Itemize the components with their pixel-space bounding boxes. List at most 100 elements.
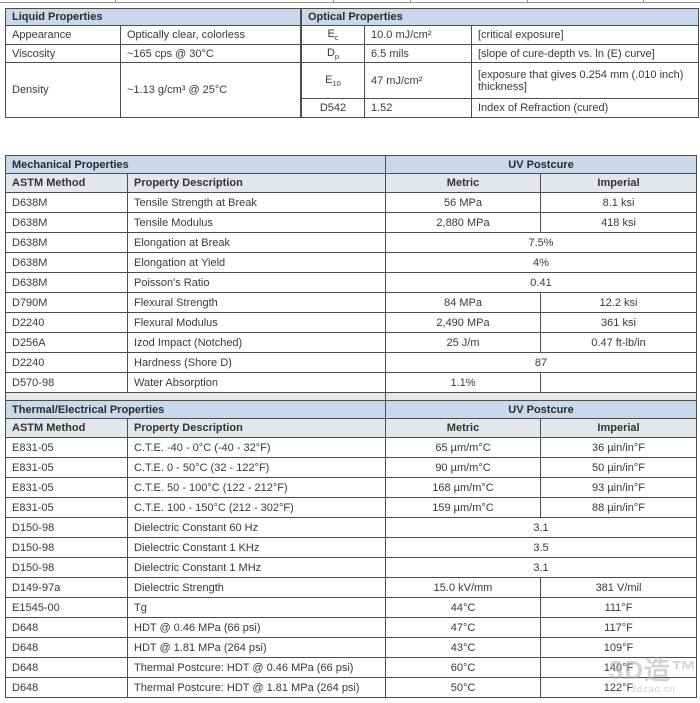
thermal-column-headers: ASTM Method Property Description Metric Imp… [5, 418, 697, 438]
liquid-property-label: Viscosity [5, 44, 121, 63]
property-row: D570-98 Water Absorption 1.1% [5, 372, 697, 393]
liquid-property-value: ~165 cps @ 30°C [120, 44, 301, 63]
astm-method: E831-05 [5, 437, 128, 458]
astm-method: D638M [5, 232, 128, 253]
uv-postcure-header: UV Postcure [385, 400, 697, 419]
astm-method: E1545-00 [5, 597, 128, 618]
property-row: D256A Izod Impact (Notched) 25 J/m 0.47 ft-… [5, 332, 697, 353]
property-row: D790M Flexural Strength 84 MPa 12.2 ksi [5, 292, 697, 313]
property-row: D150-98 Dielectric Constant 1 MHz 3.1 [5, 557, 697, 578]
astm-method: D256A [5, 332, 128, 353]
property-row: D648 Thermal Postcure: HDT @ 0.46 MPa (66… [5, 657, 697, 678]
astm-method: D150-98 [5, 557, 128, 578]
metric-value: 47°C [385, 617, 541, 638]
optical-properties-table: Optical Properties Ec 10.0 mJ/cm² [critica… [301, 8, 699, 118]
spacer-cell [385, 392, 697, 401]
column-header-description: Property Description [127, 173, 386, 193]
property-row: D2240 Hardness (Shore D) 87 [5, 352, 697, 373]
metric-value: 1.1% [385, 372, 541, 393]
optical-row: D542 1.52 Index of Refraction (cured) [301, 98, 699, 118]
metric-value: 2,880 MPa [385, 212, 541, 233]
property-row: D638M Tensile Strength at Break 56 MPa 8.1 … [5, 192, 697, 213]
optical-description: [slope of cure-depth vs. ln (E) curve] [471, 44, 699, 63]
metric-value: 56 MPa [385, 192, 541, 213]
liquid-properties-table: Liquid Properties Appearance Optically cl… [5, 8, 301, 118]
property-row: E831-05 C.T.E. 100 - 150°C (212 - 302°F) 1… [5, 497, 697, 518]
property-description: C.T.E. -40 - 0°C (-40 - 32°F) [127, 437, 386, 458]
imperial-value: 109°F [540, 637, 697, 658]
optical-description: [exposure that gives 0.254 mm (.010 inch… [471, 62, 699, 99]
uv-postcure-header: UV Postcure [385, 155, 697, 174]
mechanical-thermal-table: Mechanical Properties UV Postcure ASTM Met… [5, 155, 697, 698]
symbol-base: D542 [319, 102, 347, 114]
imperial-value: 88 µin/in°F [540, 497, 697, 518]
metric-value: 60°C [385, 657, 541, 678]
liquid-properties-title: Liquid Properties [5, 8, 301, 26]
property-row: E831-05 C.T.E. 0 - 50°C (32 - 122°F) 90 µm… [5, 457, 697, 478]
imperial-value: 381 V/mil [540, 577, 697, 598]
optical-properties-title: Optical Properties [301, 8, 699, 26]
property-row: D638M Tensile Modulus 2,880 MPa 418 ksi [5, 212, 697, 233]
imperial-value: 12.2 ksi [540, 292, 697, 313]
property-description: C.T.E. 50 - 100°C (122 - 212°F) [127, 477, 386, 498]
property-description: Elongation at Yield [127, 252, 386, 273]
metric-value: 43°C [385, 637, 541, 658]
property-description: Tensile Strength at Break [127, 192, 386, 213]
spacer-cell [5, 392, 386, 401]
astm-method: D648 [5, 677, 128, 698]
astm-method: D638M [5, 192, 128, 213]
property-description: Poisson's Ratio [127, 272, 386, 293]
symbol-subscript: 10 [332, 78, 341, 88]
property-description: Dielectric Strength [127, 577, 386, 598]
column-header-description: Property Description [127, 418, 386, 438]
column-header-method: ASTM Method [5, 173, 128, 193]
astm-method: D790M [5, 292, 128, 313]
property-row: E831-05 C.T.E. -40 - 0°C (-40 - 32°F) 65 µ… [5, 437, 697, 458]
imperial-value: 361 ksi [540, 312, 697, 333]
property-description: Elongation at Break [127, 232, 386, 253]
property-row: E1545-00 Tg 44°C 111°F [5, 597, 697, 618]
property-description: Dielectric Constant 60 Hz [127, 517, 386, 538]
imperial-value: 50 µin/in°F [540, 457, 697, 478]
column-header-imperial: Imperial [540, 173, 697, 193]
imperial-value: 418 ksi [540, 212, 697, 233]
property-description: Tensile Modulus [127, 212, 386, 233]
astm-method: D2240 [5, 352, 128, 373]
metric-imperial-value: 3.1 [385, 517, 697, 538]
astm-method: D638M [5, 212, 128, 233]
crop-artifact-stub [643, 0, 644, 2]
property-row: D149-97a Dielectric Strength 15.0 kV/mm 381… [5, 577, 697, 598]
crop-artifact-stub [527, 0, 528, 2]
optical-description: [critical exposure] [471, 25, 699, 45]
property-description: Dielectric Constant 1 KHz [127, 537, 386, 558]
metric-value: 159 µm/m°C [385, 497, 541, 518]
imperial-value: 140°F [540, 657, 697, 678]
astm-method: D638M [5, 252, 128, 273]
optical-symbol: E10 [301, 62, 365, 99]
liquid-row: Density ~1.13 g/cm³ @ 25°C [5, 62, 301, 118]
metric-value: 168 µm/m°C [385, 477, 541, 498]
column-header-method: ASTM Method [5, 418, 128, 438]
astm-method: D150-98 [5, 517, 128, 538]
astm-method: E831-05 [5, 477, 128, 498]
liquid-property-label: Appearance [5, 25, 121, 45]
metric-imperial-value: 3.1 [385, 557, 697, 578]
metric-imperial-value: 4% [385, 252, 697, 273]
optical-value: 6.5 mils [364, 44, 472, 63]
crop-artifact-stub [115, 0, 116, 2]
imperial-value: 8.1 ksi [540, 192, 697, 213]
optical-row: Ec 10.0 mJ/cm² [critical exposure] [301, 25, 699, 45]
property-description: Flexural Modulus [127, 312, 386, 333]
symbol-subscript: c [334, 33, 339, 42]
property-row: D638M Poisson's Ratio 0.41 [5, 272, 697, 293]
liquid-row: Viscosity ~165 cps @ 30°C [5, 44, 301, 63]
crop-artifact-stub [410, 0, 411, 2]
optical-row: E10 47 mJ/cm² [exposure that gives 0.254 m… [301, 62, 699, 99]
mechanical-title: Mechanical Properties [5, 155, 386, 174]
astm-method: D648 [5, 657, 128, 678]
metric-value: 90 µm/m°C [385, 457, 541, 478]
optical-value: 47 mJ/cm² [364, 62, 472, 99]
thermal-section-header: Thermal/Electrical Properties UV Postcure [5, 400, 697, 419]
metric-imperial-value: 3.5 [385, 537, 697, 558]
liquid-property-value: Optically clear, colorless [120, 25, 301, 45]
